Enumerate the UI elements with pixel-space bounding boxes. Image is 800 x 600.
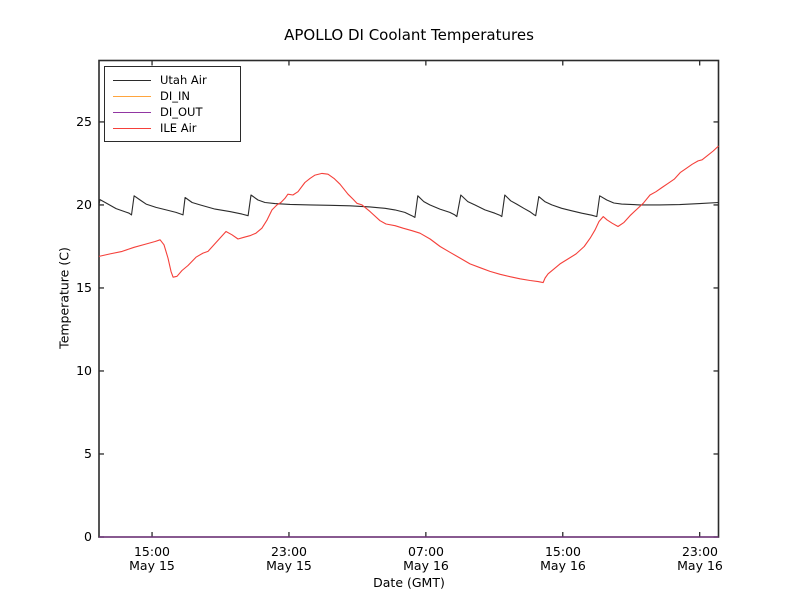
x-tick-date: May 16 — [403, 557, 449, 573]
legend-label: ILE Air — [160, 121, 197, 135]
legend-item-di-in: DI_IN — [105, 88, 240, 104]
chart-title: APOLLO DI Coolant Temperatures — [284, 26, 534, 44]
legend-line-sample-icon — [113, 95, 151, 97]
x-tick-label-3: 07:00 May 16 — [386, 545, 466, 572]
x-tick-date: May 15 — [129, 557, 175, 573]
x-tick-label-2: 23:00 May 15 — [249, 545, 329, 572]
y-tick-label-10: 10 — [76, 363, 92, 378]
y-tick-label-0: 0 — [84, 529, 92, 544]
x-tick-time: 15:00 — [544, 544, 582, 559]
y-axis-label: Temperature (C) — [56, 247, 72, 349]
y-tick-label-25: 25 — [76, 113, 92, 129]
legend: Utah Air DI_IN DI_OUT ILE Air — [104, 66, 241, 142]
x-tick-date: May 16 — [540, 557, 586, 573]
legend-line-sample-icon — [113, 79, 151, 81]
legend-item-utah-air: Utah Air — [105, 72, 240, 88]
legend-label: Utah Air — [160, 73, 207, 87]
x-tick-time: 23:00 — [270, 544, 308, 559]
x-tick-label-5: 23:00 May 16 — [660, 545, 740, 572]
x-tick-time: 23:00 — [681, 544, 719, 559]
series-ile-air-line — [98, 145, 719, 284]
x-tick-time: 07:00 — [407, 544, 445, 559]
x-axis-label: Date (GMT) — [373, 575, 445, 590]
y-tick-label-20: 20 — [76, 196, 92, 212]
legend-line-sample-icon — [113, 111, 151, 113]
legend-line-sample-icon — [113, 127, 151, 129]
legend-label: DI_OUT — [160, 105, 203, 119]
x-tick-date: May 15 — [266, 557, 312, 573]
legend-label: DI_IN — [160, 89, 190, 103]
x-tick-time: 15:00 — [133, 544, 171, 559]
y-tick-label-5: 5 — [84, 446, 92, 461]
series-utah-air-line — [98, 194, 719, 218]
legend-item-ile-air: ILE Air — [105, 120, 240, 136]
x-tick-date: May 16 — [677, 557, 723, 573]
y-tick-label-15: 15 — [76, 279, 92, 295]
legend-item-di-out: DI_OUT — [105, 104, 240, 120]
x-tick-label-1: 15:00 May 15 — [112, 545, 192, 572]
x-tick-label-4: 15:00 May 16 — [523, 545, 603, 572]
